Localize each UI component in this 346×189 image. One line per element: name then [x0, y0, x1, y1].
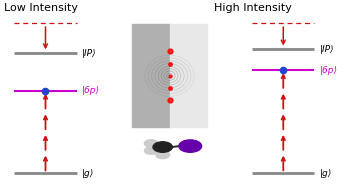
- Circle shape: [156, 151, 170, 159]
- Text: |IP⟩: |IP⟩: [82, 49, 96, 58]
- Text: |IP⟩: |IP⟩: [319, 45, 334, 54]
- Circle shape: [144, 140, 158, 147]
- Bar: [131, 24, 170, 127]
- Circle shape: [153, 142, 172, 152]
- Circle shape: [179, 140, 202, 152]
- Bar: [170, 24, 208, 127]
- Text: |g⟩: |g⟩: [319, 169, 332, 178]
- Circle shape: [144, 147, 158, 154]
- Text: |g⟩: |g⟩: [82, 169, 94, 178]
- Text: |6p⟩: |6p⟩: [319, 66, 337, 75]
- Text: Low Intensity: Low Intensity: [4, 3, 78, 13]
- Text: |6p⟩: |6p⟩: [82, 86, 100, 95]
- Text: High Intensity: High Intensity: [215, 3, 292, 13]
